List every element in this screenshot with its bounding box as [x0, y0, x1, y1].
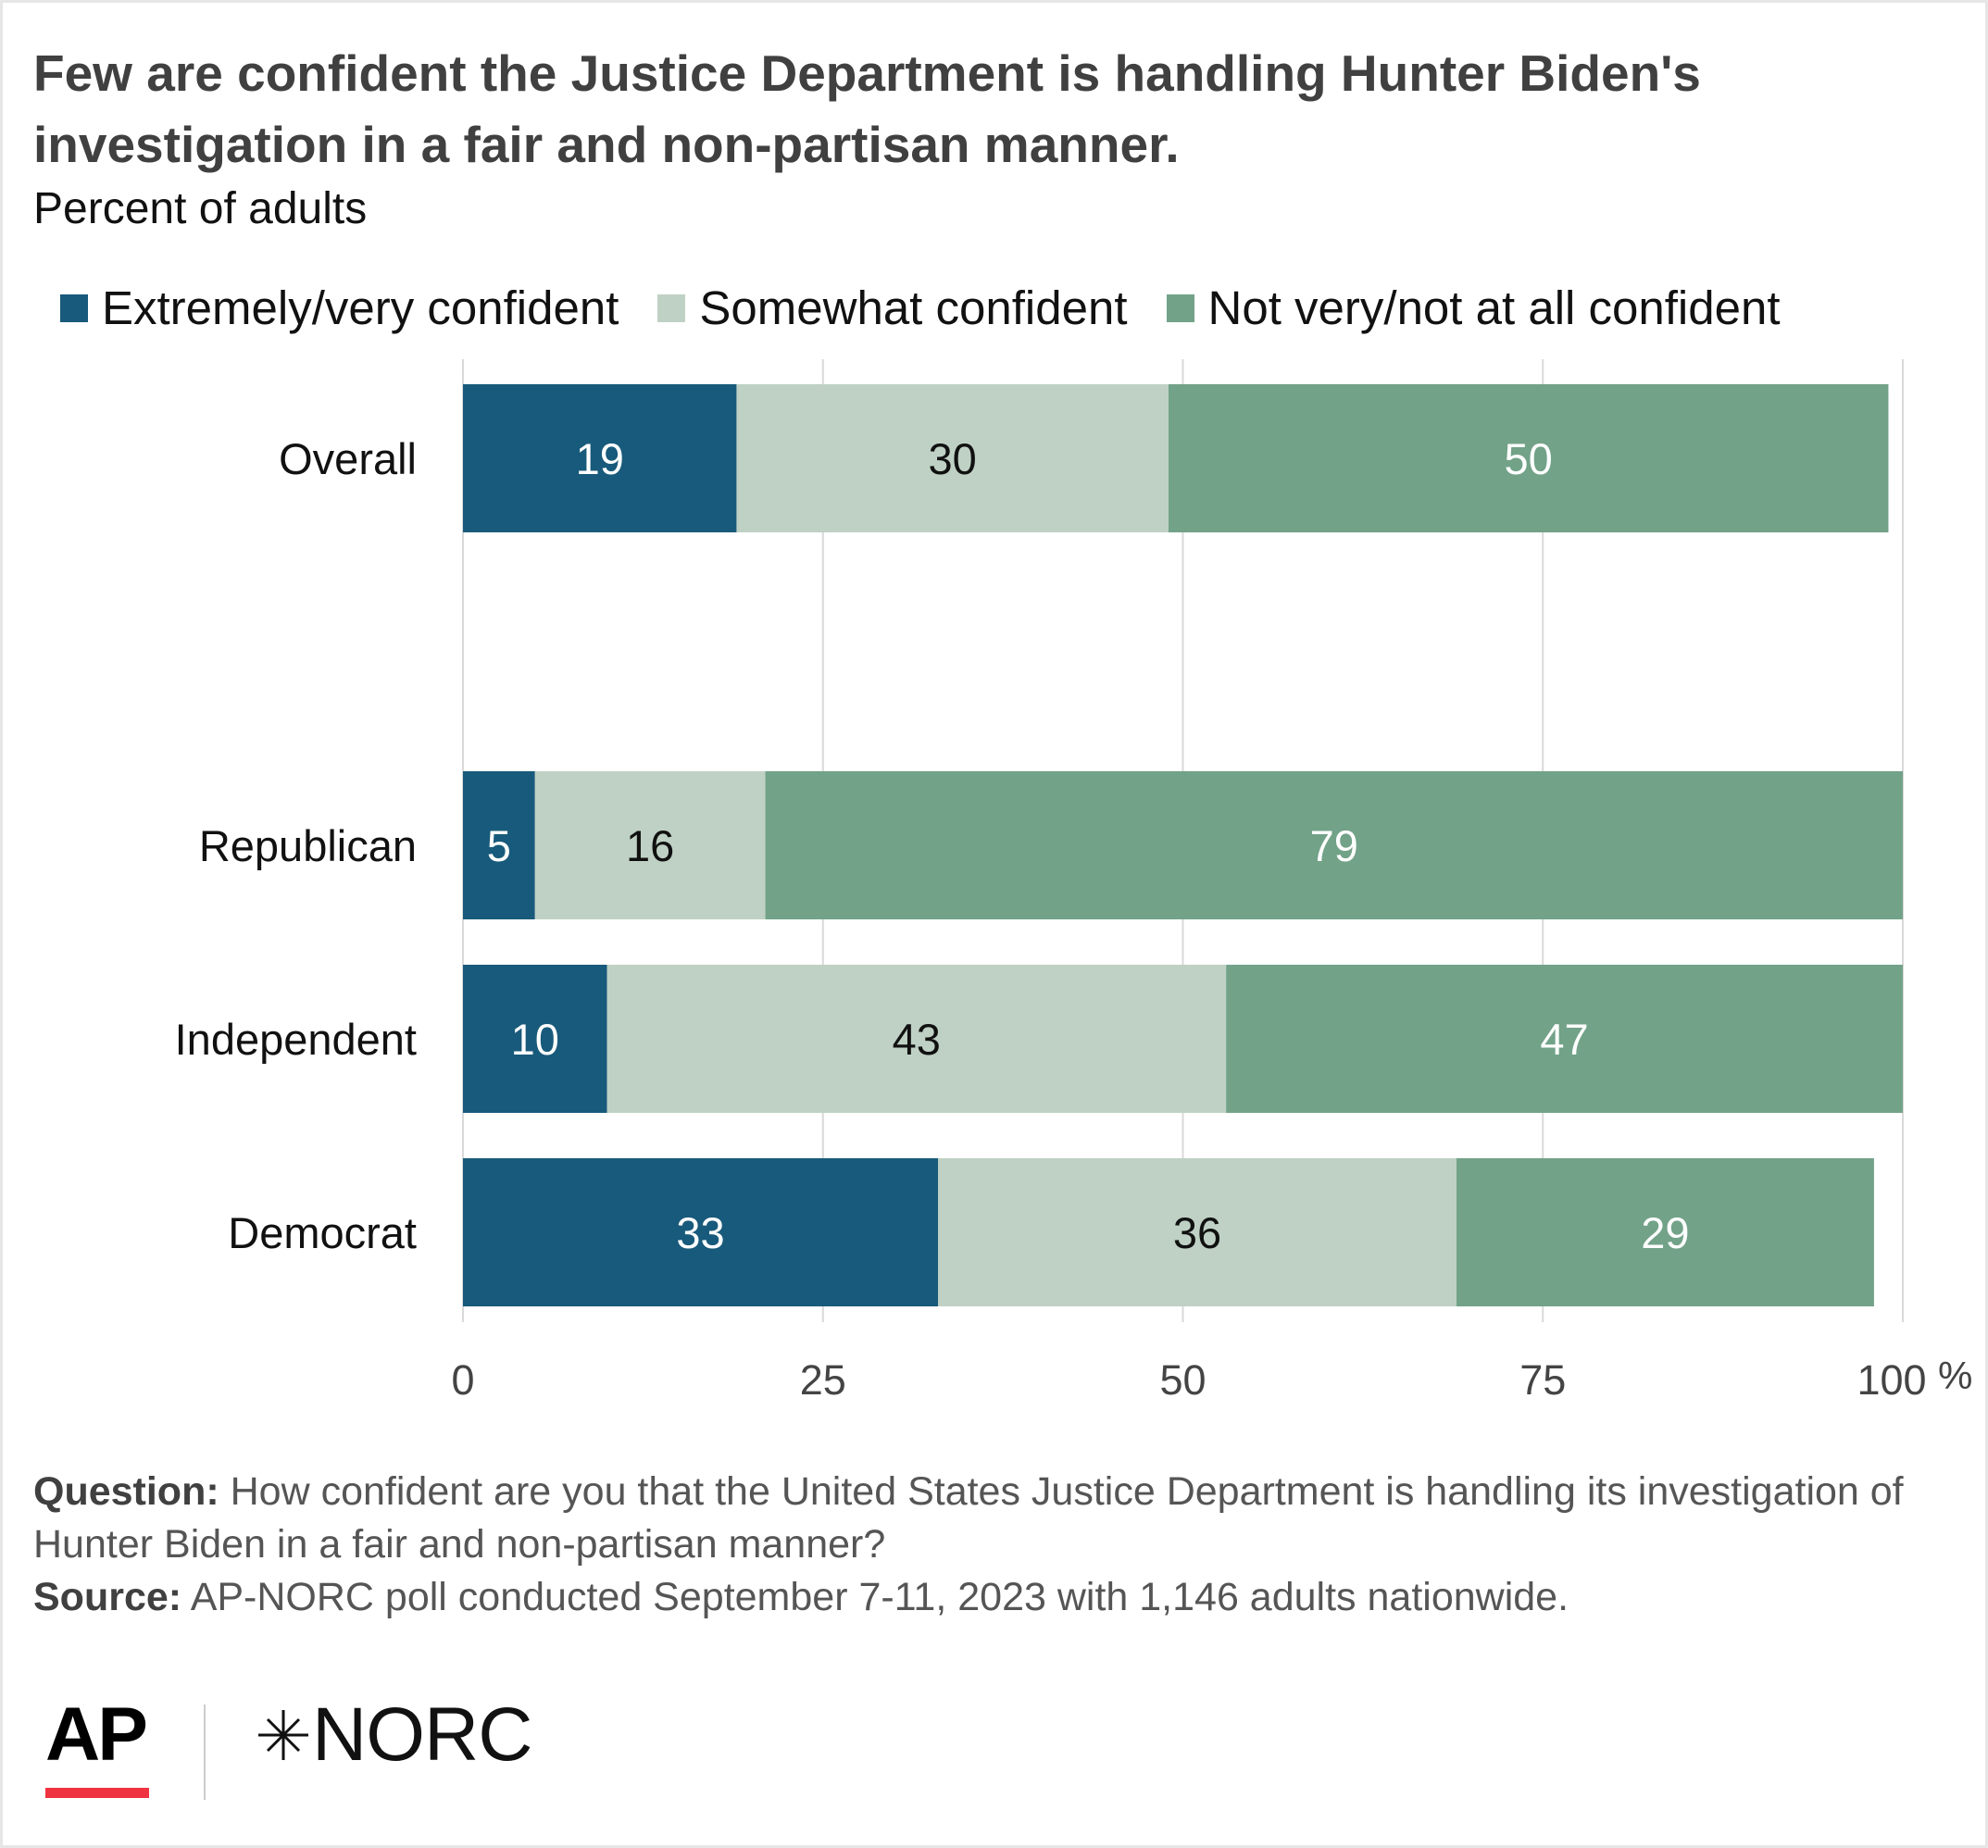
bar-overall-series-0 [463, 384, 737, 532]
bar-republican-series-0 [463, 771, 535, 919]
data-label-democrat-series-2: 29 [1641, 1208, 1689, 1257]
data-label-independent-series-1: 43 [893, 1015, 941, 1064]
data-label-overall-series-0: 19 [576, 434, 624, 483]
question-text: How confident are you that the United St… [33, 1469, 1904, 1567]
source-label: Source: [33, 1575, 182, 1619]
bar-democrat-series-1 [938, 1158, 1457, 1306]
chart-title: Few are confident the Justice Department… [33, 44, 1701, 173]
data-label-republican-series-2: 79 [1310, 821, 1358, 870]
bar-independent-series-1 [606, 965, 1227, 1113]
legend-swatch-not-very [1166, 294, 1194, 322]
legend-swatch-extremely-very [60, 294, 88, 322]
x-tick-label-25: 25 [800, 1356, 846, 1404]
legend-swatch-somewhat [657, 294, 686, 322]
data-label-republican-series-1: 16 [626, 821, 674, 870]
legend-item-not-very: Not very/not at all confident [1166, 281, 1781, 336]
legend-label-not-very: Not very/not at all confident [1207, 281, 1781, 334]
legend-label-extremely-very: Extremely/very confident [102, 281, 619, 334]
norc-wordmark: NORC [312, 1692, 532, 1777]
data-label-overall-series-1: 30 [929, 434, 977, 483]
chart-card: Few are confident the Justice Department… [3, 3, 1985, 1845]
x-tick-label-100: 100 [1857, 1356, 1926, 1404]
bar-republican-series-2 [765, 771, 1903, 919]
category-label-overall: Overall [279, 434, 417, 483]
legend-label-somewhat: Somewhat confident [699, 281, 1128, 334]
bar-independent-series-2 [1226, 965, 1903, 1113]
norc-star-icon [258, 1710, 308, 1760]
data-label-democrat-series-0: 33 [676, 1208, 724, 1257]
data-label-independent-series-0: 10 [511, 1015, 559, 1064]
category-label-republican: Republican [199, 821, 417, 870]
norc-logo: NORC [256, 1692, 532, 1777]
bar-overall-series-1 [736, 384, 1169, 532]
legend-item-extremely-very: Extremely/very confident [60, 281, 619, 336]
chart-subtitle: Percent of adults [33, 184, 368, 233]
data-label-overall-series-2: 50 [1505, 434, 1553, 483]
x-tick-label-75: 75 [1519, 1356, 1566, 1404]
x-axis-unit: % [1938, 1354, 1972, 1397]
source-text: AP-NORC poll conducted September 7-11, 2… [190, 1575, 1569, 1619]
data-label-democrat-series-1: 36 [1173, 1208, 1221, 1257]
chart-notes: Question: How confident are you that the… [33, 1466, 1941, 1624]
data-label-republican-series-0: 5 [487, 821, 511, 870]
bar-republican-series-1 [534, 771, 766, 919]
bar-democrat-series-0 [463, 1158, 939, 1306]
logo-divider [204, 1704, 206, 1800]
bar-democrat-series-2 [1456, 1158, 1874, 1306]
bar-independent-series-0 [463, 965, 607, 1113]
ap-logo: AP [45, 1692, 148, 1777]
question-label: Question: [33, 1469, 219, 1514]
bar-overall-series-2 [1168, 384, 1889, 532]
source-note: Source: AP-NORC poll conducted September… [33, 1571, 1941, 1624]
stacked-bar-chart: Overall 19 30 50 Republican 5 16 79 Independent 1… [175, 359, 1972, 1404]
x-tick-label-50: 50 [1159, 1356, 1206, 1404]
x-tick-label-0: 0 [451, 1356, 474, 1404]
data-label-independent-series-2: 47 [1540, 1015, 1588, 1064]
category-label-democrat: Democrat [228, 1208, 417, 1257]
legend: Extremely/very confident Somewhat confid… [60, 281, 1819, 336]
ap-logo-underline [45, 1788, 149, 1798]
legend-item-somewhat: Somewhat confident [657, 281, 1128, 336]
category-label-independent: Independent [175, 1015, 417, 1064]
question-note: Question: How confident are you that the… [33, 1466, 1941, 1571]
